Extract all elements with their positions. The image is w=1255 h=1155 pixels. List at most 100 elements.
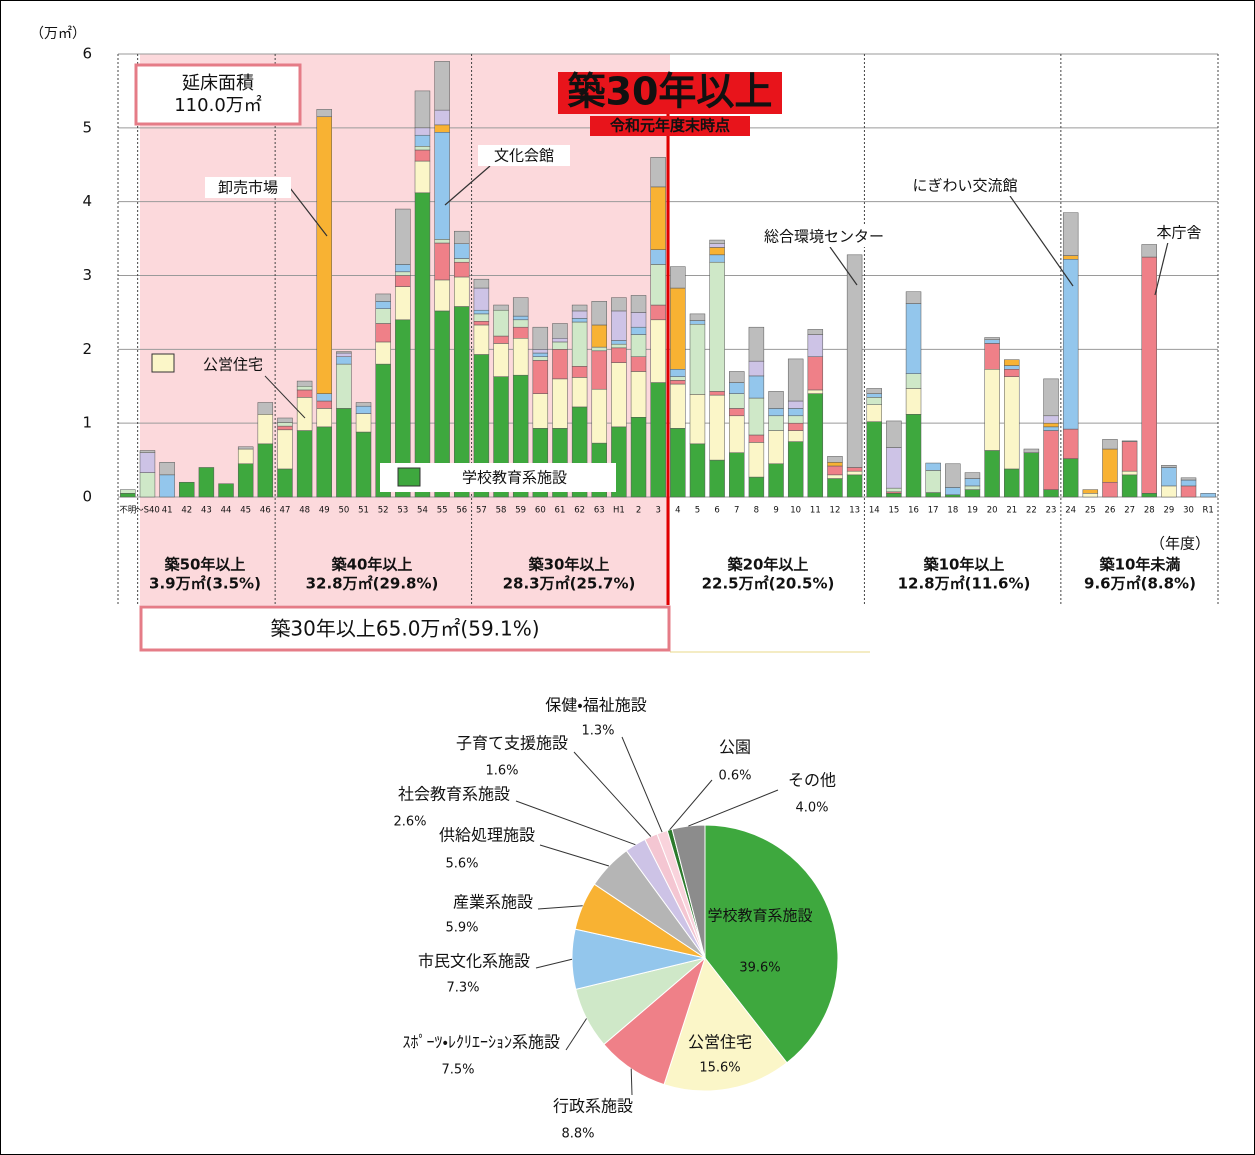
bar-segment — [532, 360, 549, 394]
y-tick-label: 4 — [82, 192, 92, 210]
bar-segment — [316, 393, 332, 402]
bar-segment — [1023, 452, 1040, 498]
bar-segment — [630, 312, 647, 328]
summary-box — [139, 605, 671, 652]
bar-segment — [277, 422, 293, 427]
bar-segment — [984, 369, 1000, 451]
bar-segment — [355, 405, 372, 414]
bar-segment — [984, 343, 1000, 370]
bar-segment — [454, 276, 470, 307]
bar-segment — [964, 472, 981, 479]
total-box — [134, 63, 302, 126]
bar-segment — [650, 249, 666, 265]
age-group-area: 32.8万㎡(29.8%) — [306, 575, 439, 593]
bar-segment — [787, 358, 804, 402]
x-tick-label: 29 — [1163, 506, 1174, 516]
bar-segment — [650, 264, 666, 306]
highlight-title: 築30年以上 — [568, 70, 773, 114]
bar-segment — [1004, 365, 1020, 370]
bar-segment — [277, 417, 293, 423]
bar-segment — [552, 378, 568, 429]
legend-label: 学校教育系施設 — [462, 469, 567, 487]
bar-segment — [787, 441, 804, 498]
bar-segment — [257, 402, 274, 415]
bar-segment — [827, 456, 843, 463]
bar-segment — [512, 315, 529, 321]
bar-segment — [552, 323, 568, 339]
bar-segment — [336, 356, 352, 365]
bar-segment — [846, 474, 863, 498]
bar-segment — [945, 494, 961, 498]
bar-segment — [748, 326, 765, 362]
bar-segment — [512, 338, 529, 376]
bar-segment — [395, 208, 411, 265]
bar-segment — [1023, 448, 1040, 453]
bar-segment — [532, 393, 549, 429]
pie-label: 公園 — [719, 738, 751, 757]
callout: 本庁舎 — [1156, 224, 1201, 242]
x-tick-label: 15 — [888, 506, 899, 516]
pie-label: 社会教育系施設 — [398, 785, 510, 804]
bar-segment — [768, 408, 784, 417]
x-tick-label: 60 — [535, 506, 546, 516]
age-group-label: 築10年未満 — [1099, 556, 1181, 574]
bar-segment — [336, 352, 352, 357]
bar-segment — [532, 349, 549, 354]
bar-segment — [355, 402, 372, 407]
bar-segment — [1062, 458, 1079, 498]
bar-segment — [905, 291, 922, 304]
highlight-bg — [558, 72, 782, 114]
pie-label: 保健・福祉施設 — [545, 696, 646, 715]
bar-segment — [729, 393, 745, 409]
bar-segment — [670, 376, 686, 381]
bar-segment — [925, 470, 941, 493]
bar-segment — [296, 430, 313, 498]
pie-value-label: 2.6% — [393, 815, 426, 830]
bar-segment — [650, 157, 666, 188]
bar-segment — [866, 393, 882, 398]
x-tick-label: 62 — [574, 506, 585, 516]
bar-segment — [984, 450, 1000, 498]
bar-segment — [787, 415, 804, 424]
bar-segment — [748, 397, 765, 436]
bar-segment — [159, 474, 175, 498]
bar-segment — [159, 462, 175, 476]
bar-segment — [748, 375, 765, 399]
pie-label: 産業系施設 — [453, 893, 533, 912]
x-tick-label: 26 — [1105, 506, 1116, 516]
pie-label: ｽﾎﾟｰﾂ・ﾚｸﾘｴｰｼｮﾝ系施設 — [403, 1033, 560, 1052]
bar-segment — [532, 326, 549, 350]
bar-segment — [395, 286, 411, 321]
bar-segment — [807, 334, 824, 357]
bar-segment — [454, 261, 470, 278]
bar-segment — [198, 467, 215, 498]
x-tick-label: 50 — [338, 506, 349, 516]
bar-segment — [1102, 439, 1118, 450]
bar-segment — [355, 413, 372, 433]
bar-segment — [591, 346, 607, 352]
leader-line — [535, 958, 573, 969]
bar-segment — [218, 483, 234, 498]
bar-segment — [414, 134, 431, 147]
bar-segment — [532, 356, 549, 361]
bar-segment — [709, 243, 725, 248]
bar-segment — [670, 266, 686, 289]
callout: 文化会館 — [494, 147, 554, 165]
bar-segment — [375, 301, 391, 309]
bar-segment — [434, 279, 450, 312]
bar-segment — [650, 382, 666, 498]
bar-segment — [395, 275, 411, 287]
callout-line — [1154, 241, 1169, 296]
bar-segment — [670, 383, 686, 429]
x-tick-label: 20 — [987, 506, 998, 516]
bar-segment — [1062, 255, 1079, 260]
age-group-label: 築10年以上 — [923, 556, 1005, 574]
bar-segment — [709, 239, 725, 245]
bar-segment — [237, 448, 254, 465]
pie-label: 供給処理施設 — [439, 826, 535, 845]
x-tick-label: 7 — [734, 506, 739, 516]
bar-segment — [729, 408, 745, 417]
bar-segment — [571, 377, 588, 408]
y-unit: （万㎡） — [30, 26, 86, 42]
